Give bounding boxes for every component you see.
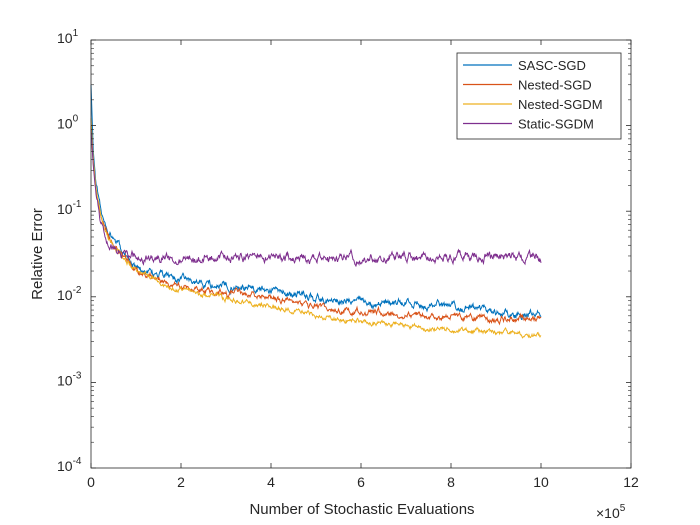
y-tick-exponent: -3 bbox=[73, 370, 82, 381]
legend-box bbox=[456, 52, 622, 140]
x-multiplier-exponent: 5 bbox=[620, 503, 626, 514]
y-tick-base: 10 bbox=[57, 116, 73, 132]
y-tick-base: 10 bbox=[57, 458, 73, 474]
y-tick-base: 10 bbox=[57, 287, 73, 303]
x-axis-label: Number of Stochastic Evaluations bbox=[249, 501, 474, 518]
y-tick-label: 100 bbox=[57, 114, 79, 132]
y-tick-label: 10-4 bbox=[57, 456, 82, 474]
y-tick-exponent: 1 bbox=[73, 28, 79, 39]
y-tick-base: 10 bbox=[57, 201, 73, 217]
x-tick-label: 10 bbox=[533, 474, 549, 490]
legend: SASC-SGD Nested-SGD Nested-SGDM Static-SGDM bbox=[456, 52, 622, 140]
series-line-static-sgdm bbox=[90, 129, 542, 267]
series-line-nested-sgdm bbox=[90, 118, 542, 339]
y-tick-exponent: -4 bbox=[73, 456, 82, 467]
y-tick-label: 10-1 bbox=[57, 199, 82, 217]
y-tick-exponent: -2 bbox=[73, 285, 82, 296]
series-line-sasc-sgd bbox=[90, 84, 542, 321]
x-axis: 0 2 4 6 8 10 12 bbox=[87, 40, 639, 490]
x-tick-label: 8 bbox=[447, 474, 455, 490]
legend-label: SASC-SGD bbox=[518, 58, 586, 73]
y-tick-label: 10-2 bbox=[57, 285, 82, 303]
x-tick-label: 12 bbox=[623, 474, 639, 490]
y-tick-label: 10-3 bbox=[57, 370, 82, 388]
x-tick-label: 4 bbox=[267, 474, 275, 490]
y-tick-label: 101 bbox=[57, 28, 79, 46]
series-layer bbox=[90, 84, 542, 339]
x-tick-label: 0 bbox=[87, 474, 95, 490]
y-tick-exponent: -1 bbox=[73, 199, 82, 210]
x-tick-label: 6 bbox=[357, 474, 365, 490]
y-tick-base: 10 bbox=[57, 30, 73, 46]
x-tick-label: 2 bbox=[177, 474, 185, 490]
y-tick-exponent: 0 bbox=[73, 114, 79, 125]
x-multiplier: ×105 bbox=[596, 503, 626, 521]
y-axis-label: Relative Error bbox=[29, 208, 46, 300]
legend-label: Static-SGDM bbox=[518, 117, 594, 132]
y-tick-base: 10 bbox=[57, 372, 73, 388]
series-line-nested-sgd bbox=[90, 125, 542, 326]
legend-label: Nested-SGDM bbox=[518, 97, 603, 112]
x-multiplier-base: ×10 bbox=[596, 505, 620, 521]
legend-label: Nested-SGD bbox=[518, 78, 592, 93]
